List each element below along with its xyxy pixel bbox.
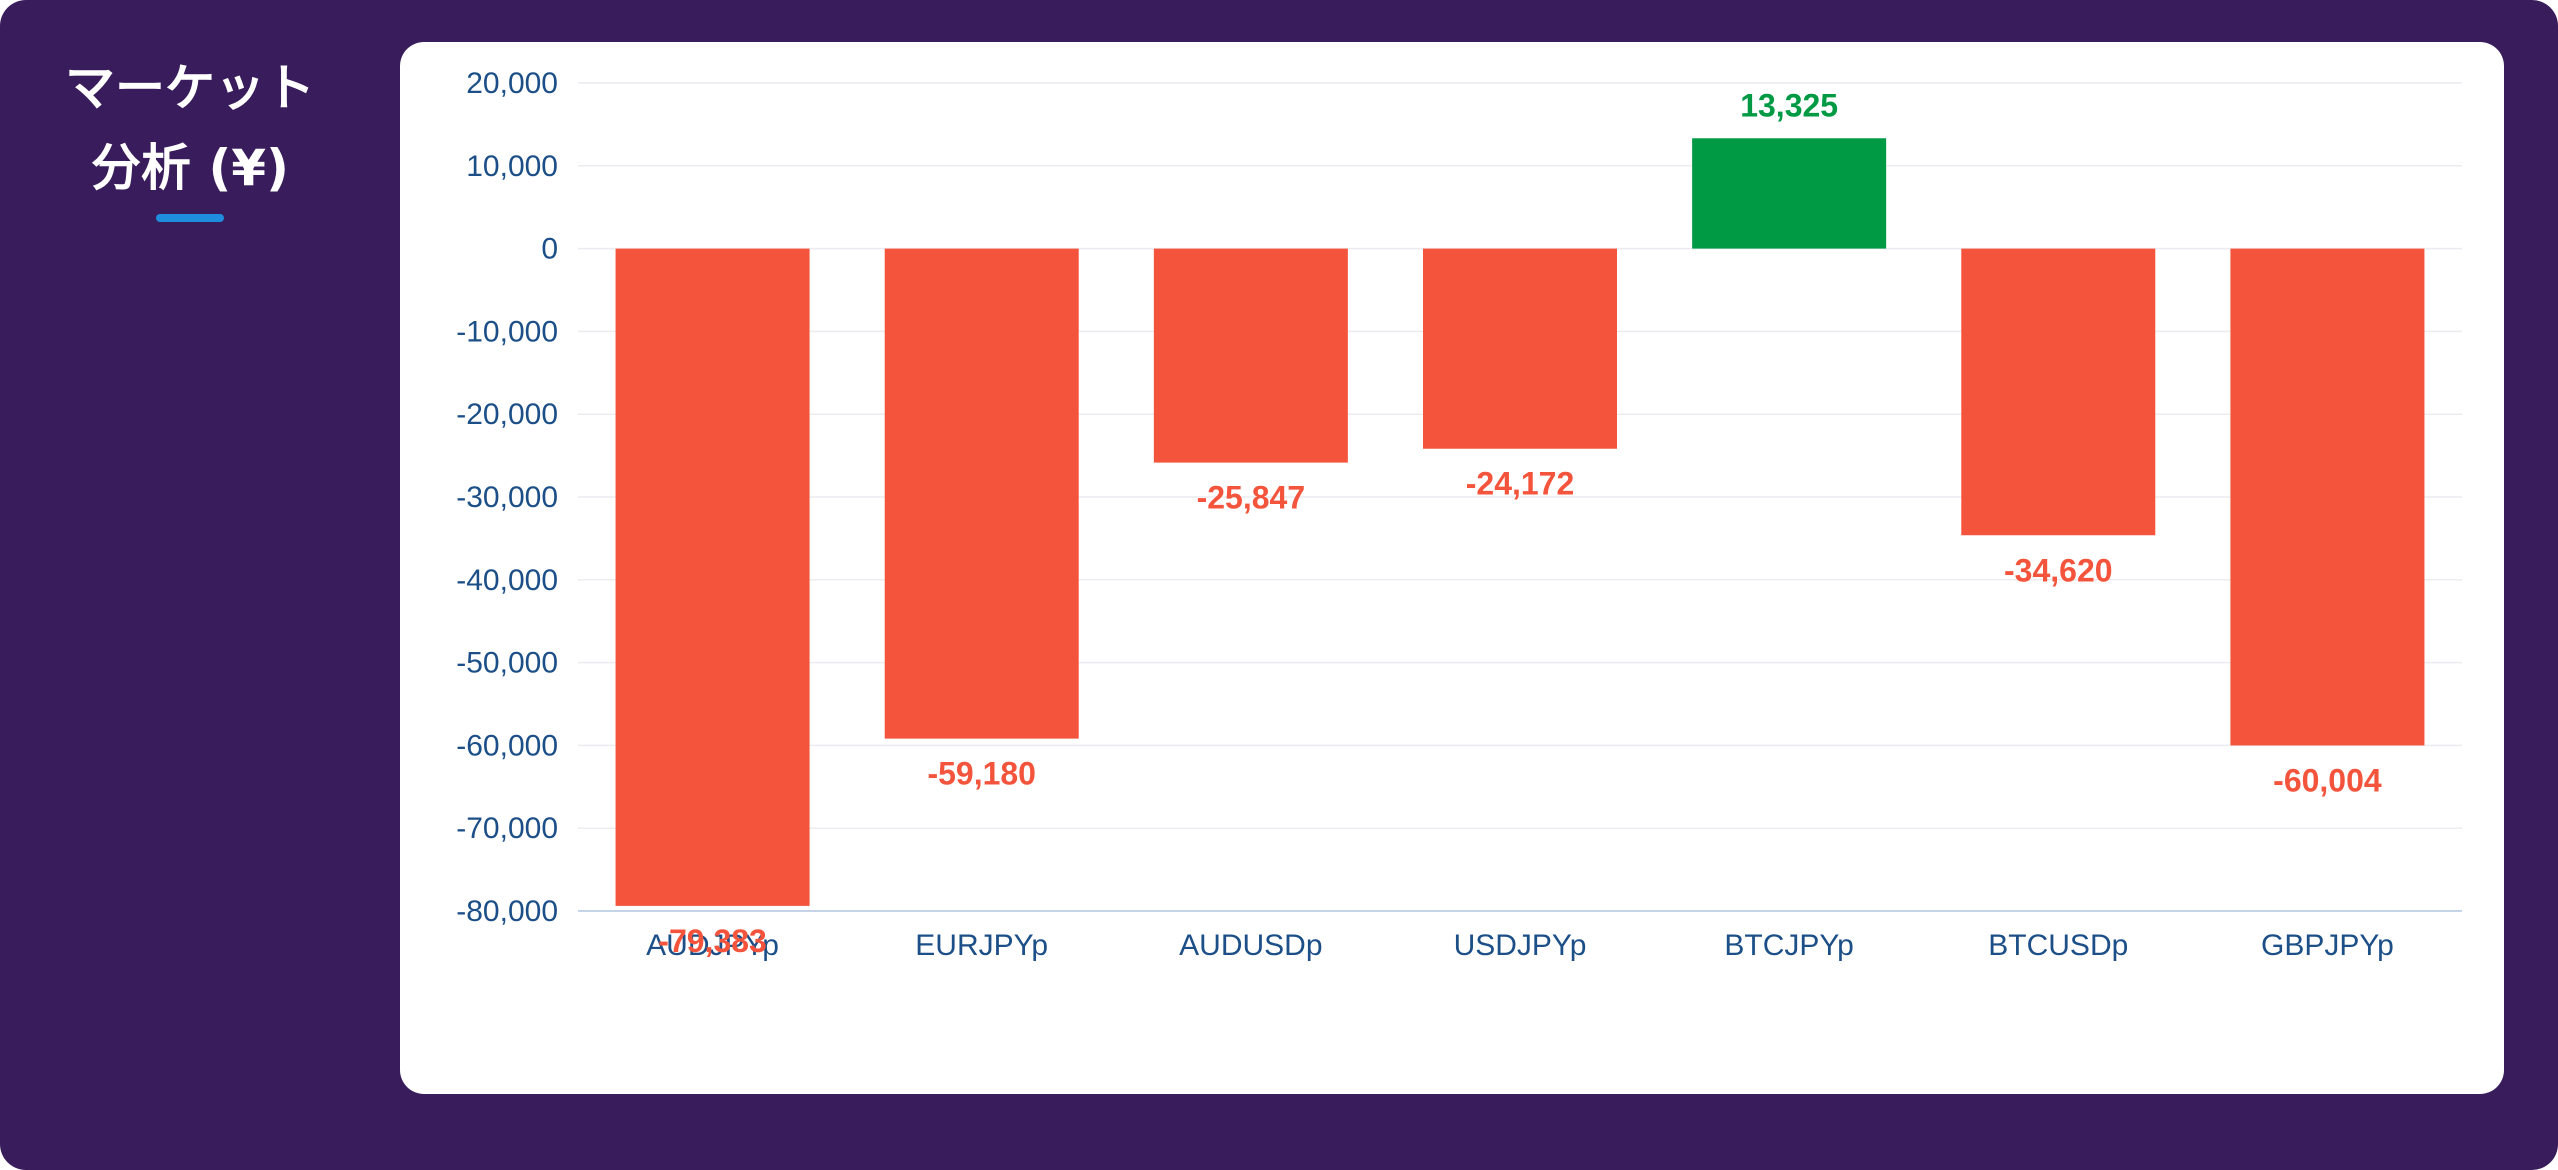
y-tick-label: -20,000 xyxy=(456,398,558,431)
y-tick-label: -40,000 xyxy=(456,564,558,597)
y-axis: 20,000 10,000 0 -10,000 -20,000 -30,000 -40,00… xyxy=(456,67,558,928)
title-block: マーケット 分析 (¥) xyxy=(30,48,350,222)
x-axis: AUDJPYp EURJPYp AUDUSDp USDJPYp BTCJPYp BTCUS… xyxy=(578,910,2462,962)
data-label: -24,172 xyxy=(1466,466,1575,502)
bars-layer xyxy=(615,138,2425,906)
x-tick-label: EURJPYp xyxy=(915,929,1048,962)
data-label: -60,004 xyxy=(2273,762,2382,798)
x-tick-label: BTCJPYp xyxy=(1724,929,1853,962)
y-tick-label: -30,000 xyxy=(456,481,558,514)
y-tick-label: -10,000 xyxy=(456,315,558,348)
y-tick-label: 10,000 xyxy=(466,150,558,183)
bar-btcusdp[interactable] xyxy=(1961,248,2156,536)
page-title: マーケット 分析 (¥) xyxy=(65,59,315,197)
x-tick-label: USDJPYp xyxy=(1454,929,1587,962)
bar-btcjpyp[interactable] xyxy=(1692,138,1887,249)
bar-audjpyp[interactable] xyxy=(615,248,810,906)
bar-gbpjpyp[interactable] xyxy=(2230,248,2425,746)
x-tick-label: BTCUSDp xyxy=(1988,929,2128,962)
data-label: 13,325 xyxy=(1740,87,1838,123)
y-tick-label: -70,000 xyxy=(456,812,558,845)
data-label: -79,383 xyxy=(658,923,767,959)
x-tick-label: AUDJPYp xyxy=(646,929,779,962)
y-tick-label: 0 xyxy=(541,233,558,266)
title-underline xyxy=(156,214,224,222)
data-label: -25,847 xyxy=(1197,480,1306,516)
bar-eurjpyp[interactable] xyxy=(884,248,1079,739)
data-label: -59,180 xyxy=(927,756,1036,792)
chart-panel: 20,000 10,000 0 -10,000 -20,000 -30,000 -40,00… xyxy=(400,42,2504,1094)
y-tick-label: -60,000 xyxy=(456,729,558,762)
data-labels-layer: -79,383 -59,180 -25,847 -24,172 13,325 -34,62… xyxy=(658,87,2382,959)
y-tick-label: -80,000 xyxy=(456,895,558,928)
data-label: -34,620 xyxy=(2004,552,2113,588)
y-tick-label: 20,000 xyxy=(466,67,558,100)
bar-audusdp[interactable] xyxy=(1153,248,1348,463)
y-tick-label: -50,000 xyxy=(456,647,558,680)
x-tick-label: GBPJPYp xyxy=(2261,929,2394,962)
x-tick-label: AUDUSDp xyxy=(1179,929,1322,962)
bar-usdjpyp[interactable] xyxy=(1423,248,1617,449)
bar-chart: 20,000 10,000 0 -10,000 -20,000 -30,000 -40,00… xyxy=(456,67,2462,962)
